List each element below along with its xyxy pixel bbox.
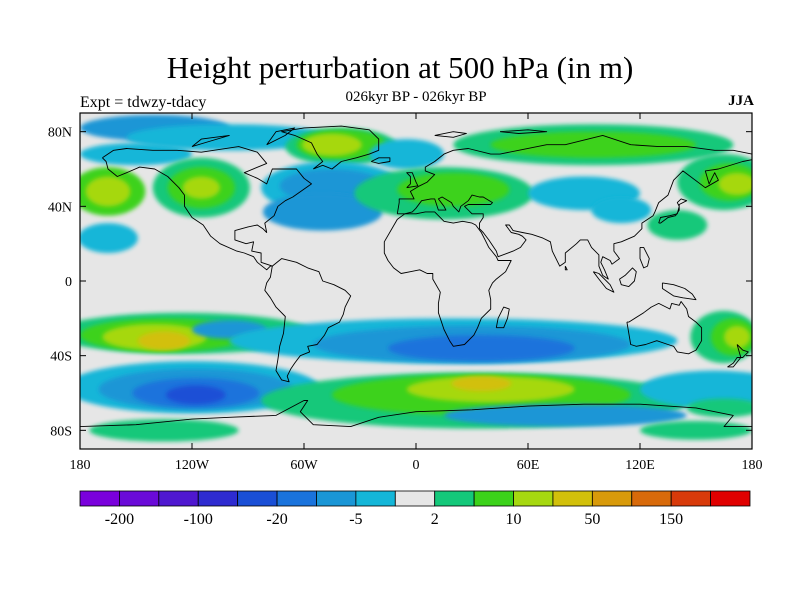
contour-region bbox=[369, 139, 444, 169]
coastline bbox=[592, 271, 615, 293]
contour-region bbox=[262, 193, 383, 231]
colorbar-label: -200 bbox=[105, 511, 134, 528]
y-tick-label: 80S bbox=[50, 424, 72, 439]
colorbar-swatch bbox=[513, 490, 554, 507]
y-tick-label: 0 bbox=[65, 275, 72, 290]
contour-region bbox=[397, 172, 510, 207]
contour-region bbox=[640, 370, 752, 408]
coastline bbox=[626, 301, 703, 355]
colorbar-label: 10 bbox=[506, 511, 522, 528]
coastline bbox=[102, 146, 312, 271]
map-axes: 180 120W 60W 0 60E 120E 180 80N 40N 0 40S 80S bbox=[48, 113, 763, 473]
contour-region bbox=[686, 398, 752, 418]
colorbar-swatch bbox=[237, 490, 278, 507]
colorbar-label: -20 bbox=[266, 511, 287, 528]
contour-region bbox=[182, 176, 220, 199]
contour-region bbox=[85, 176, 131, 207]
colorbar-label: 50 bbox=[584, 511, 600, 528]
colorbar-swatch bbox=[355, 490, 396, 507]
x-tick-label: 120W bbox=[175, 458, 210, 473]
x-tick-label: 180 bbox=[742, 458, 763, 473]
coastline bbox=[397, 159, 752, 280]
coastline bbox=[658, 198, 688, 224]
coastline bbox=[383, 211, 512, 347]
colorbar-swatch bbox=[158, 490, 199, 507]
coastline bbox=[639, 246, 650, 269]
contour-region bbox=[640, 421, 752, 440]
colorbar-swatch bbox=[473, 490, 514, 507]
coastline bbox=[191, 134, 230, 148]
coastline bbox=[564, 265, 568, 271]
experiment-label: Expt = tdwzy-tdacy bbox=[80, 94, 207, 111]
y-tick-label: 40N bbox=[48, 200, 72, 215]
colorbar-swatch bbox=[591, 490, 633, 507]
height-field bbox=[80, 114, 752, 442]
contour-region bbox=[165, 385, 226, 405]
contour-region bbox=[388, 335, 575, 362]
season-label: JJA bbox=[728, 93, 754, 109]
colorbar-swatch bbox=[119, 490, 160, 507]
coastline bbox=[406, 172, 419, 189]
contour-region bbox=[451, 376, 512, 392]
contour-region bbox=[302, 133, 362, 156]
colorbar-swatch bbox=[631, 490, 672, 507]
contour-region bbox=[443, 404, 687, 427]
coastline bbox=[434, 131, 467, 138]
colorbar-swatch bbox=[79, 490, 120, 507]
coastline bbox=[266, 127, 296, 146]
colorbar-swatch bbox=[434, 490, 475, 507]
coastline bbox=[727, 344, 749, 368]
colorbar-swatch bbox=[552, 490, 593, 507]
colorbar: -200 -100 -20 -5 2 10 50 150 bbox=[79, 490, 751, 528]
page-title: Height perturbation at 500 hPa (in m) bbox=[166, 50, 634, 85]
x-tick-label: 60E bbox=[517, 458, 540, 473]
contour-region bbox=[591, 197, 652, 224]
coastline bbox=[396, 134, 752, 214]
x-tick-label: 180 bbox=[70, 458, 91, 473]
contour-region bbox=[80, 142, 192, 166]
x-tick-label: 120E bbox=[625, 458, 655, 473]
contour-region bbox=[490, 131, 696, 158]
coastline bbox=[80, 400, 752, 428]
coastline bbox=[499, 129, 548, 134]
coastline bbox=[619, 267, 637, 288]
colorbar-swatch bbox=[394, 490, 436, 507]
colorbar-label: -5 bbox=[349, 511, 362, 528]
contour-region bbox=[647, 210, 708, 240]
coastline bbox=[661, 282, 697, 301]
colorbar-label: 2 bbox=[431, 511, 439, 528]
coastline bbox=[495, 306, 510, 329]
x-tick-label: 60W bbox=[290, 458, 318, 473]
coastline bbox=[281, 125, 380, 170]
colorbar-swatch bbox=[670, 490, 711, 507]
contour-region bbox=[718, 172, 752, 196]
coastline bbox=[371, 157, 391, 164]
y-tick-label: 40S bbox=[50, 350, 72, 365]
colorbar-swatch bbox=[276, 490, 317, 507]
colorbar-label: 150 bbox=[659, 511, 683, 528]
contour-region bbox=[724, 325, 751, 349]
map-panel: 180 120W 60W 0 60E 120E 180 80N 40N 0 40S 80S bbox=[48, 112, 763, 473]
colorbar-swatch bbox=[316, 490, 357, 507]
coastline bbox=[264, 258, 352, 383]
x-tick-label: 0 bbox=[413, 458, 420, 473]
contour-region bbox=[80, 223, 138, 253]
colorbar-label: -100 bbox=[184, 511, 213, 528]
contour-region bbox=[89, 419, 239, 442]
subtitle: 026kyr BP - 026kyr BP bbox=[345, 89, 487, 105]
y-tick-label: 80N bbox=[48, 126, 72, 141]
colorbar-swatch bbox=[197, 490, 239, 507]
contour-region bbox=[137, 331, 191, 351]
colorbar-swatch bbox=[710, 490, 751, 507]
coastlines bbox=[80, 125, 752, 428]
